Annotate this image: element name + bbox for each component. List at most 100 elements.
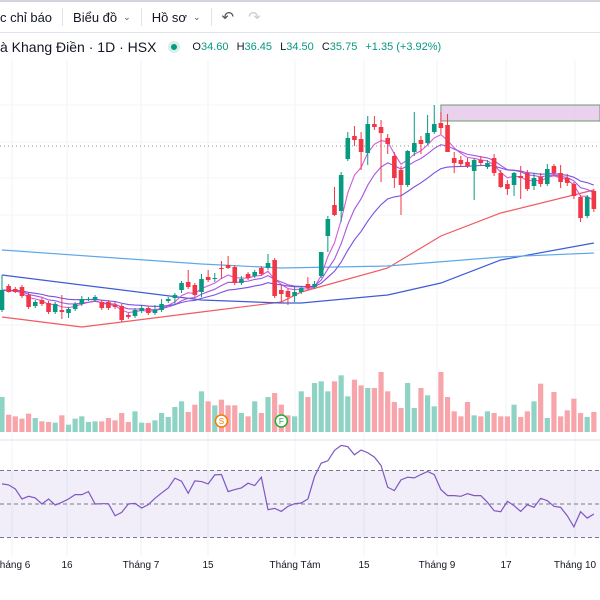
time-label: 15 <box>202 560 214 571</box>
time-label: 15 <box>358 560 370 571</box>
volume-bar <box>391 402 397 432</box>
chart-menu-button[interactable]: Biểu đồ ⌄ <box>63 2 141 32</box>
indicators-button[interactable]: c chỉ báo <box>0 2 62 32</box>
volume-bar <box>212 405 218 432</box>
candle-body <box>445 125 450 152</box>
time-axis[interactable]: Tháng 6 16 Tháng 7 15 Tháng Tám 15 Tháng… <box>0 556 600 600</box>
candle-body <box>32 302 38 306</box>
volume-bar <box>238 413 244 432</box>
low-value: 34.50 <box>286 41 314 53</box>
volume-bar <box>518 417 524 432</box>
symbol-title[interactable]: à Khang Điền · 1D · HSX <box>0 39 157 55</box>
undo-icon: ↶ <box>221 9 235 26</box>
chevron-down-icon: ⌄ <box>123 11 131 22</box>
candle-body <box>358 139 364 152</box>
candle-body <box>465 162 470 166</box>
profile-menu-button[interactable]: Hồ sơ ⌄ <box>142 2 211 32</box>
candle-body <box>13 289 18 292</box>
event-marker-label: S <box>219 417 224 426</box>
candle-body <box>405 151 410 185</box>
volume-bar <box>112 420 118 432</box>
candle-body <box>471 160 477 171</box>
volume-bar <box>45 422 52 432</box>
candle-body <box>425 133 430 143</box>
volume-bar <box>464 402 471 432</box>
high-value: 36.45 <box>244 41 273 53</box>
toolbar-divider <box>62 8 64 26</box>
volume-bar <box>405 383 411 432</box>
candle-body <box>292 292 297 296</box>
candle-body <box>365 124 371 153</box>
volume-bar <box>444 397 451 432</box>
volume-bar <box>198 391 205 432</box>
candle-body <box>19 287 25 296</box>
toolbar-divider <box>140 8 142 26</box>
volume-bar <box>571 398 577 432</box>
volume-bar <box>544 418 550 432</box>
volume-bar <box>378 372 384 432</box>
event-marker-s <box>214 414 229 428</box>
undo-button[interactable]: ↶ <box>212 2 245 32</box>
candle-body <box>398 170 404 185</box>
volume-bar <box>564 410 570 432</box>
candle-body <box>106 302 111 308</box>
candle-body <box>412 143 417 152</box>
volume-bar <box>371 388 377 432</box>
volume-bar <box>531 401 537 432</box>
volume-bar <box>32 418 38 432</box>
open-label: O <box>192 41 201 53</box>
ema-line <box>1 164 595 308</box>
volume-bar <box>351 379 358 432</box>
candle-body <box>6 286 11 292</box>
candle-body <box>332 205 337 215</box>
candle-body <box>219 268 224 269</box>
volume-bar <box>491 413 497 432</box>
volume-bar <box>584 417 590 432</box>
candle-body <box>0 290 5 310</box>
candle-body <box>172 295 178 298</box>
volume-bar <box>478 416 484 432</box>
candle-body <box>571 184 577 196</box>
candle-body <box>179 283 184 290</box>
candle-body <box>59 310 65 312</box>
candle-body <box>458 160 464 164</box>
candle-body <box>531 178 537 186</box>
candle-body <box>518 176 523 178</box>
volume-bar <box>558 416 564 432</box>
redo-button[interactable]: ↷ <box>244 2 265 32</box>
candle-body <box>578 197 583 218</box>
time-label: Tháng 6 <box>0 560 31 571</box>
volume-bar <box>451 411 457 432</box>
candle-body <box>338 175 344 211</box>
candle-body <box>498 173 504 187</box>
volume-bar <box>292 416 298 432</box>
volume-bar <box>159 413 165 432</box>
volume-bar <box>172 407 178 432</box>
candle-body <box>26 295 31 307</box>
candle-body <box>132 310 138 316</box>
volume-bar <box>272 393 278 432</box>
volume-bar <box>265 397 271 432</box>
candle-body <box>584 197 590 216</box>
candle-body <box>312 284 317 287</box>
event-marker-f <box>274 414 289 428</box>
candle-body <box>392 156 397 178</box>
candle-body <box>478 160 484 163</box>
candle-body <box>39 300 45 304</box>
volume-bar <box>252 401 258 432</box>
profile-menu-label: Hồ sơ <box>151 9 187 25</box>
candle-body <box>46 303 51 312</box>
time-label: Tháng 7 <box>122 560 160 571</box>
candle-body <box>325 219 331 236</box>
volume-bar <box>232 405 238 432</box>
volume-bar <box>358 385 364 432</box>
time-label: 16 <box>61 560 73 571</box>
volume-bar <box>52 422 58 432</box>
candle-body <box>438 123 444 128</box>
candle-body <box>305 284 311 288</box>
volume-bar <box>365 388 371 432</box>
candle-body <box>279 290 284 294</box>
volume-bar <box>591 412 597 432</box>
candle-body <box>345 138 351 159</box>
